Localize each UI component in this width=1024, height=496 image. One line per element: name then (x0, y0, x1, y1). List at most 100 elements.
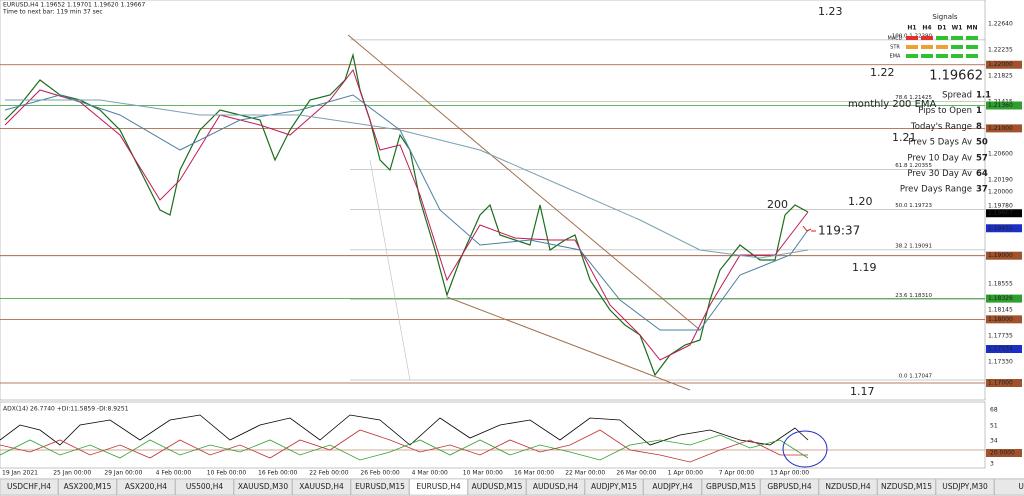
signal-cell (906, 54, 918, 58)
tab-label: GBPUSD,H4 (767, 482, 812, 491)
tab[interactable] (58, 478, 117, 496)
signal-cell (966, 45, 978, 49)
tab[interactable] (643, 478, 702, 496)
signal-row-label: EMA (890, 54, 901, 60)
price-tag (986, 124, 1022, 133)
tab[interactable] (0, 478, 59, 496)
indicator-axis-label: 34 (990, 438, 998, 445)
tab-label: AUDJPY,M15 (591, 482, 637, 491)
annotation: 119:37 (818, 224, 860, 238)
ema-fast (4, 68, 809, 361)
current-price: 1.19662 (929, 69, 983, 84)
time-label: 22 Feb 00:00 (309, 470, 349, 477)
tab-label: EURUSD,M15 (355, 482, 405, 491)
time-label: 19 Jan 2021 (2, 470, 38, 477)
tab-label: GBPUSD,M15 (706, 482, 756, 491)
price-label: 1.17735 (988, 333, 1013, 340)
tab-label: AUDUSD,M15 (472, 482, 523, 491)
tab-label: EURUSD,H4 (416, 482, 460, 491)
price-tag (986, 315, 1022, 324)
indicator-label: ADX(14) 26.7740 +DI:11.5859 -DI:8.9251 (3, 406, 129, 413)
signal-cell (936, 36, 948, 40)
price-label: 1.17000 (988, 380, 1013, 387)
tab[interactable] (701, 478, 761, 496)
stat-value: 37 (976, 185, 988, 195)
indicator-axis-label: 68 (990, 407, 998, 414)
price-line (4, 52, 809, 377)
signal-cell (966, 54, 978, 58)
price-tag (986, 294, 1022, 303)
tab[interactable] (760, 478, 819, 496)
fib-label: 38.2 1.19091 (895, 243, 932, 249)
tab[interactable] (467, 478, 527, 496)
ema-200 (5, 99, 809, 259)
price-label: 1.17534 (988, 346, 1013, 353)
tab-label: XAUUSD,M30 (238, 482, 288, 491)
fib-label: 50.0 1.19723 (895, 203, 932, 209)
price-label: 1.17330 (988, 358, 1013, 365)
tab-label: AUDJPY,H4 (652, 482, 693, 491)
signal-cell (951, 54, 963, 58)
fib-label: 23.6 1.18310 (895, 293, 932, 299)
price-label: 1.21000 (988, 125, 1013, 132)
time-label: 26 Mar 00:00 (616, 470, 656, 477)
signal-cell (951, 36, 963, 40)
signal-cell (906, 36, 918, 40)
tab[interactable] (350, 478, 410, 496)
stat-label: Prev 5 Days Av (908, 138, 972, 148)
fib-label: 78.6 1.21425 (895, 95, 932, 101)
chart-area (0, 0, 986, 401)
indicator-area (0, 401, 986, 469)
signal-cell (921, 54, 933, 58)
indicator-axis-label: 20.0000 (990, 450, 1015, 457)
ema-slow (4, 94, 809, 331)
tab-label: NZDUSD,H4 (825, 482, 871, 491)
tab[interactable] (818, 478, 878, 496)
tab[interactable] (877, 478, 936, 496)
price-label: 1.19780 (988, 203, 1013, 210)
price-tag (986, 209, 1022, 218)
signal-column: W1 (952, 25, 963, 32)
signal-column: D1 (937, 25, 946, 32)
price-tag (986, 224, 1022, 233)
tab-label: XAUUSD,H4 (299, 482, 344, 491)
arrow (802, 225, 816, 232)
tab[interactable] (175, 478, 234, 496)
time-label: 29 Jan 00:00 (104, 470, 142, 477)
fib-label: 61.8 1.20355 (895, 163, 932, 169)
indicator-axis-label: 51 (990, 423, 998, 430)
annotation: 200 (767, 198, 788, 211)
time-label: 10 Mar 00:00 (463, 470, 503, 477)
annotation: 1.21 (892, 131, 917, 144)
tab-label: USDJPY,M30 (942, 482, 988, 491)
tab[interactable] (233, 478, 293, 496)
tab[interactable] (584, 478, 644, 496)
tab[interactable] (935, 478, 995, 496)
stat-label: Pips to Open (918, 106, 972, 116)
tab[interactable] (409, 478, 468, 496)
price-label: 1.18000 (988, 316, 1013, 323)
price-label: 1.22000 (988, 61, 1013, 68)
time-label: 22 Mar 00:00 (565, 470, 605, 477)
bar-timer: Time to next bar: 119 min 37 sec (2, 9, 103, 16)
stat-label: Prev 30 Day Av (907, 169, 972, 179)
indicator-tag (986, 449, 1022, 457)
tab[interactable] (292, 478, 351, 496)
fib-label: 0.0 1.17047 (899, 374, 933, 380)
tab-label: US500,H4 (186, 482, 224, 491)
signals-title: Signals (932, 13, 958, 21)
time-label: 4 Mar 00:00 (412, 470, 448, 477)
price-label: 1.18145 (988, 307, 1013, 314)
stat-label: Spread (942, 91, 972, 101)
signal-cell (906, 45, 918, 49)
time-label: 16 Feb 00:00 (258, 470, 298, 477)
tab[interactable] (526, 478, 585, 496)
price-label: 1.19000 (988, 252, 1013, 259)
price-label: 1.22640 (988, 21, 1013, 28)
trendline (369, 159, 411, 381)
tab[interactable] (116, 478, 176, 496)
tab-label: AUDUSD,H4 (533, 482, 578, 491)
price-label: 1.20190 (988, 176, 1013, 183)
price-label: 1.20000 (988, 189, 1013, 196)
price-label: 1.19667 (988, 210, 1013, 217)
